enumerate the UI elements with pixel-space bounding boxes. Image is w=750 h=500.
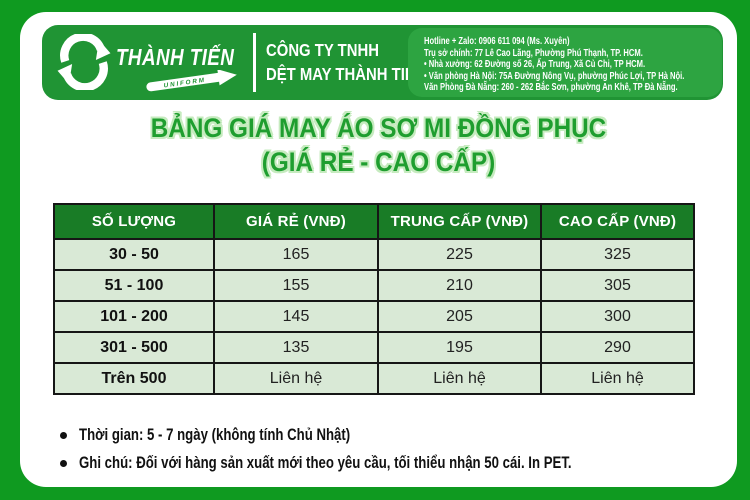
price-cell: 165 [213, 238, 379, 271]
price-cell: 290 [540, 331, 695, 364]
price-cell: Liên hệ [213, 362, 379, 395]
page-title-line2: (GIÁ RẺ - CAO CẤP) [261, 147, 496, 177]
contact-headquarters: Trụ sở chính: 77 Lê Cao Lãng, Phường Phú… [424, 47, 643, 59]
col-header-mid: TRUNG CẤP (VNĐ) [377, 203, 542, 240]
price-cell: 195 [377, 331, 542, 364]
note-duration-text: Thời gian: 5 - 7 ngày (không tính Chủ Nh… [79, 426, 351, 444]
contact-panel: Hotline + Zalo: 0906 611 094 (Ms. Xuyên)… [408, 28, 722, 97]
price-cell: 155 [213, 269, 379, 302]
price-cell: 300 [540, 300, 695, 333]
price-cell: 225 [377, 238, 542, 271]
price-cell: Liên hệ [377, 362, 542, 395]
price-cell: 305 [540, 269, 695, 302]
quantity-cell: Trên 500 [53, 362, 215, 395]
col-header-cheap: GIÁ RẺ (VNĐ) [213, 203, 379, 240]
table-row: Trên 500 Liên hệ Liên hệ Liên hệ [53, 362, 695, 395]
contact-hotline: Hotline + Zalo: 0906 611 094 (Ms. Xuyên) [424, 36, 570, 47]
page-title: BẢNG GIÁ MAY ÁO SƠ MI ĐỒNG PHỤC (GIÁ RẺ … [20, 111, 737, 179]
contact-danang-office: Văn Phòng Đà Nẵng: 260 - 262 Bắc Sơn, ph… [424, 82, 678, 94]
quantity-cell: 101 - 200 [53, 300, 215, 333]
table-row: 51 - 100 155 210 305 [53, 269, 695, 302]
note-remark-text: Ghi chú: Đối với hàng sản xuất mới theo … [79, 454, 572, 472]
price-cell: 325 [540, 238, 695, 271]
brand-name: THÀNH TIẾN [116, 44, 235, 70]
price-cell: 205 [377, 300, 542, 333]
poster-card: THÀNH TIẾN UNIFORM CÔNG TY TNHH DỆT MAY … [20, 12, 737, 487]
quantity-cell: 301 - 500 [53, 331, 215, 364]
price-cell: 210 [377, 269, 542, 302]
quantity-cell: 51 - 100 [53, 269, 215, 302]
col-header-premium: CAO CẤP (VNĐ) [540, 203, 695, 240]
note-duration: Thời gian: 5 - 7 ngày (không tính Chủ Nh… [60, 424, 695, 452]
company-name-line1: CÔNG TY TNHH [266, 40, 379, 60]
bullet-dot [60, 460, 67, 467]
page-title-line1: BẢNG GIÁ MAY ÁO SƠ MI ĐỒNG PHỤC [150, 113, 607, 143]
price-cell: Liên hệ [540, 362, 695, 395]
table-row: 301 - 500 135 195 290 [53, 331, 695, 364]
contact-factory: • Nhà xưởng: 62 Đường số 26, Ấp Trung, X… [424, 59, 646, 71]
company-name: CÔNG TY TNHH DỆT MAY THÀNH TIẾN [266, 38, 426, 86]
uniform-swoosh-icon: UNIFORM [146, 70, 237, 92]
contact-hanoi-office: • Văn phòng Hà Nội: 75A Đường Nông Vụ, p… [424, 70, 685, 82]
price-cell: 145 [213, 300, 379, 333]
bullet-dot [60, 432, 67, 439]
price-table: SỐ LƯỢNG GIÁ RẺ (VNĐ) TRUNG CẤP (VNĐ) CA… [53, 203, 695, 395]
table-row: 101 - 200 145 205 300 [53, 300, 695, 333]
header-divider [253, 33, 256, 92]
notes-list: Thời gian: 5 - 7 ngày (không tính Chủ Nh… [60, 424, 695, 480]
table-row: 30 - 50 165 225 325 [53, 238, 695, 271]
table-header-row: SỐ LƯỢNG GIÁ RẺ (VNĐ) TRUNG CẤP (VNĐ) CA… [53, 203, 695, 240]
col-header-quantity: SỐ LƯỢNG [53, 203, 215, 240]
brand-swirl-logo-icon [57, 34, 111, 90]
price-cell: 135 [213, 331, 379, 364]
header-bar: THÀNH TIẾN UNIFORM CÔNG TY TNHH DỆT MAY … [42, 25, 723, 100]
company-name-line2: DỆT MAY THÀNH TIẾN [266, 64, 426, 84]
quantity-cell: 30 - 50 [53, 238, 215, 271]
note-remark: Ghi chú: Đối với hàng sản xuất mới theo … [60, 452, 695, 480]
